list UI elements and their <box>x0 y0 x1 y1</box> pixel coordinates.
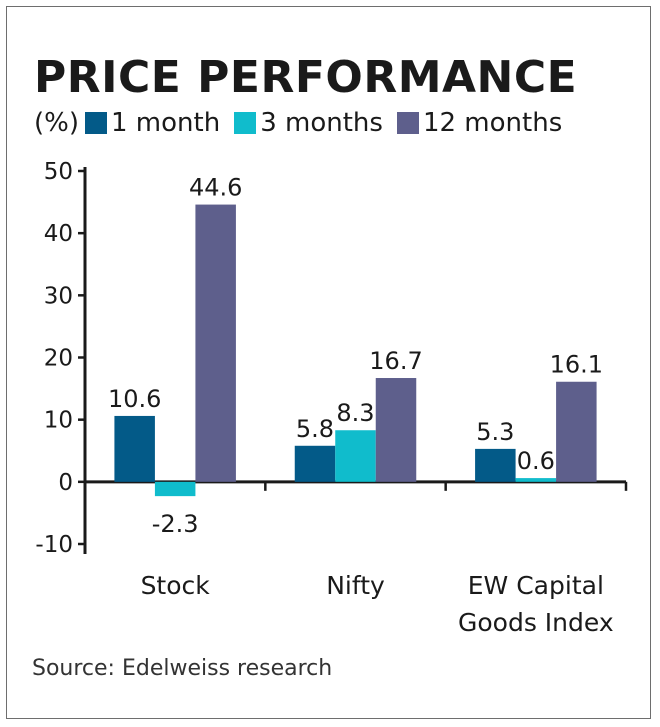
category-label: Goods Index <box>458 608 614 637</box>
legend-item-12-months: 12 months <box>396 108 563 138</box>
bar-3-months <box>154 481 196 497</box>
legend-label: 12 months <box>422 108 563 138</box>
y-tick-label: 10 <box>44 408 73 434</box>
bar-3-months <box>515 478 557 482</box>
category-label: Nifty <box>326 571 385 600</box>
data-label: 5.8 <box>296 415 334 443</box>
data-label: 16.7 <box>369 347 422 375</box>
y-tick-label: 40 <box>44 221 73 247</box>
bar-1-month <box>114 415 155 482</box>
source-note: Source: Edelweiss research <box>32 656 333 681</box>
legend-item-1-month: 1 month <box>85 108 220 138</box>
bar-12-months <box>375 378 417 482</box>
data-label: 10.6 <box>108 385 161 413</box>
chart-title: PRICE PERFORMANCE <box>34 52 578 103</box>
legend-swatch-3-months <box>234 112 257 134</box>
bar-1-month <box>475 448 516 482</box>
legend-swatch-1-month <box>85 112 107 134</box>
unit-label: (%) <box>34 108 79 138</box>
data-label: 5.3 <box>476 418 514 446</box>
y-tick-label: 50 <box>44 159 73 185</box>
y-tick-label: 20 <box>44 346 73 372</box>
bar-12-months <box>195 204 236 482</box>
data-label: -2.3 <box>152 510 199 538</box>
legend-swatch-12-months <box>396 112 419 134</box>
y-tick-label: -10 <box>35 532 73 558</box>
bar-12-months <box>556 381 597 482</box>
legend-item-3-months: 3 months <box>234 108 383 138</box>
data-label: 44.6 <box>189 174 242 202</box>
data-label: 0.6 <box>517 447 555 475</box>
category-label: Stock <box>141 571 211 600</box>
chart-frame <box>6 6 651 719</box>
data-label: 16.1 <box>550 351 603 379</box>
y-tick-label: 30 <box>44 283 73 309</box>
category-label: EW Capital <box>468 571 604 600</box>
y-tick-label: 0 <box>58 470 73 496</box>
legend-label: 3 months <box>260 108 383 138</box>
legend-label: 1 month <box>111 108 221 138</box>
bar-1-month <box>294 445 336 482</box>
data-label: 8.3 <box>336 399 374 427</box>
bar-3-months <box>335 430 376 482</box>
legend: (%) 1 month 3 months 12 months <box>34 108 576 138</box>
